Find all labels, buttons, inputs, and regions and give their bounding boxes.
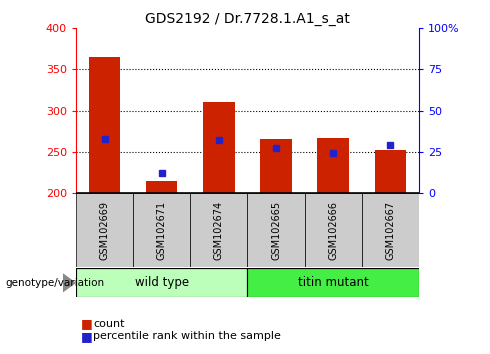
Bar <box>76 268 247 297</box>
Text: ■: ■ <box>81 318 93 330</box>
Bar <box>375 150 406 193</box>
Bar <box>247 268 419 297</box>
Bar <box>305 193 362 267</box>
Text: titin mutant: titin mutant <box>298 276 368 289</box>
Text: GSM102674: GSM102674 <box>214 200 224 260</box>
Bar <box>133 193 190 267</box>
Polygon shape <box>63 274 75 292</box>
Bar <box>362 193 419 267</box>
Bar <box>203 102 235 193</box>
Text: GSM102671: GSM102671 <box>157 200 167 260</box>
Text: genotype/variation: genotype/variation <box>5 278 104 288</box>
Bar <box>318 138 349 193</box>
Text: percentile rank within the sample: percentile rank within the sample <box>93 331 281 341</box>
Text: count: count <box>93 319 124 329</box>
Bar <box>190 193 247 267</box>
Text: GSM102667: GSM102667 <box>385 200 395 260</box>
Text: GSM102666: GSM102666 <box>328 201 338 259</box>
Bar <box>76 193 133 267</box>
Text: GSM102669: GSM102669 <box>99 201 110 259</box>
Bar <box>247 193 305 267</box>
Title: GDS2192 / Dr.7728.1.A1_s_at: GDS2192 / Dr.7728.1.A1_s_at <box>145 12 350 26</box>
Text: wild type: wild type <box>135 276 189 289</box>
Text: GSM102665: GSM102665 <box>271 200 281 260</box>
Bar <box>89 57 120 193</box>
Bar <box>260 139 292 193</box>
Bar <box>146 181 177 193</box>
Text: ■: ■ <box>81 330 93 343</box>
